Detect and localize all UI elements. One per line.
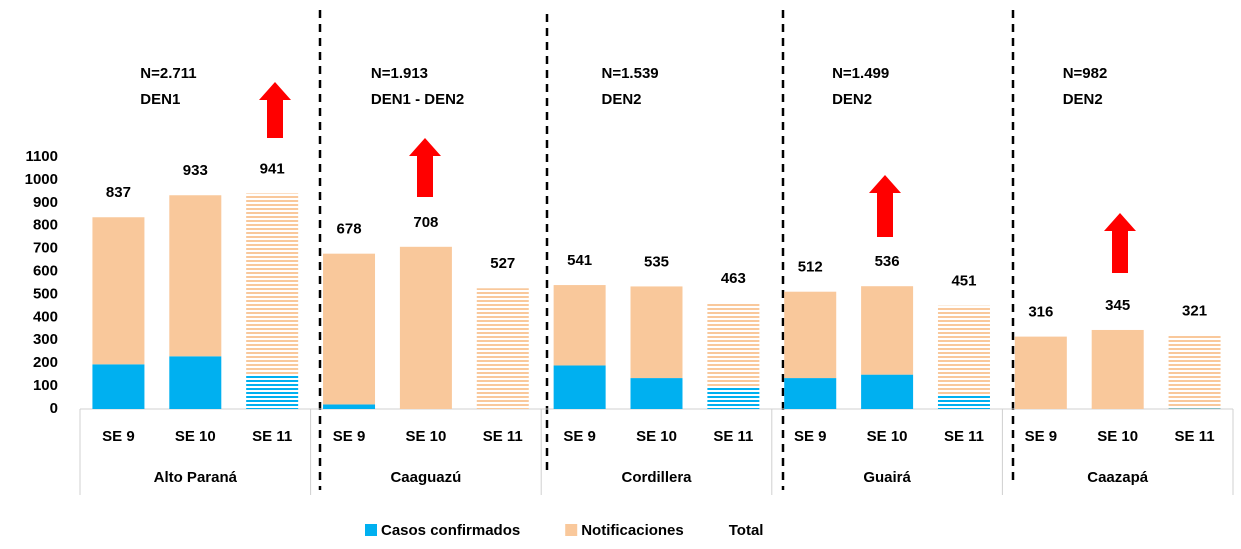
x-tick-label: SE 10	[636, 428, 677, 445]
arrow	[869, 175, 901, 237]
group-label: Cordillera	[621, 469, 692, 486]
group-serotype: DEN2	[602, 91, 642, 108]
y-tick-label: 900	[33, 194, 58, 211]
total-label: 837	[106, 184, 131, 201]
y-tick-label: 800	[33, 217, 58, 234]
x-tick-label: SE 10	[405, 428, 446, 445]
y-tick-label: 200	[33, 354, 58, 371]
legend-label: Casos confirmados	[381, 522, 520, 539]
total-label: 536	[875, 253, 900, 270]
bar-segment	[553, 365, 606, 409]
x-tick-label: SE 11	[944, 428, 984, 445]
arrow	[409, 138, 441, 197]
legend-label: Total	[729, 522, 764, 539]
x-tick-label: SE 9	[333, 428, 366, 445]
bar-segment	[323, 404, 376, 409]
y-tick-label: 700	[33, 240, 58, 257]
bar-segment	[1168, 335, 1221, 409]
total-label: 941	[260, 160, 285, 177]
bar-segment	[169, 195, 222, 357]
bar-segment	[861, 374, 914, 409]
bar-segment	[399, 246, 452, 409]
group-n: N=2.711	[140, 65, 196, 82]
group-n: N=1.913	[371, 65, 428, 82]
total-label: 345	[1105, 297, 1130, 314]
x-tick-label: SE 11	[252, 428, 292, 445]
x-tick-label: SE 9	[102, 428, 135, 445]
y-tick-label: 300	[33, 331, 58, 348]
bar-segment	[630, 286, 683, 379]
total-label: 316	[1028, 304, 1053, 321]
group-serotype: DEN1 - DEN2	[371, 91, 464, 108]
y-tick-label: 500	[33, 285, 58, 302]
x-tick-label: SE 11	[1175, 428, 1215, 445]
y-tick-label: 100	[33, 377, 58, 394]
group-label: Alto Paraná	[154, 469, 238, 486]
group-serotype: DEN2	[832, 91, 872, 108]
legend-label: Notificaciones	[581, 522, 684, 539]
y-tick-label: 1000	[25, 171, 58, 188]
x-tick-label: SE 9	[1025, 428, 1058, 445]
total-label: 535	[644, 253, 669, 270]
total-label: 708	[413, 214, 438, 231]
arrow	[259, 82, 291, 138]
group-label: Guairá	[863, 469, 911, 486]
bar-segment	[861, 286, 914, 375]
total-label: 512	[798, 259, 823, 276]
bar-segment	[92, 364, 145, 409]
bar-segment	[784, 378, 837, 409]
bar-segment	[246, 375, 299, 409]
x-tick-label: SE 10	[1097, 428, 1138, 445]
bar-segment	[630, 378, 683, 409]
x-tick-label: SE 10	[175, 428, 216, 445]
bar-segment	[1014, 336, 1067, 409]
bar-segment	[553, 285, 606, 366]
arrows	[259, 82, 1136, 273]
x-tick-label: SE 11	[483, 428, 523, 445]
group-n: N=1.499	[832, 65, 889, 82]
bar-segment	[937, 305, 990, 396]
group-serotype: DEN2	[1063, 91, 1103, 108]
y-tick-label: 400	[33, 308, 58, 325]
legend-swatch	[365, 524, 377, 536]
total-label: 463	[721, 270, 746, 287]
bar-segment	[92, 217, 145, 365]
group-n: N=982	[1063, 65, 1108, 82]
bar-segment	[784, 291, 837, 379]
total-label: 541	[567, 252, 592, 269]
x-tick-label: SE 10	[867, 428, 908, 445]
bar-segment	[707, 387, 760, 409]
legend-swatch	[565, 524, 578, 536]
group-label: Caaguazú	[390, 469, 461, 486]
group-serotype: DEN1	[140, 91, 180, 108]
y-tick-label: 600	[33, 263, 58, 280]
arrow	[1104, 213, 1136, 273]
y-tick-label: 0	[50, 400, 58, 417]
y-tick-label: 1100	[25, 148, 58, 165]
dividers	[318, 10, 1015, 490]
x-tick-label: SE 11	[713, 428, 753, 445]
bar-segment	[476, 288, 529, 409]
bar-segment	[707, 302, 760, 388]
total-label: 678	[337, 221, 362, 238]
bar-segment	[1091, 329, 1144, 409]
x-tick-label: SE 9	[794, 428, 827, 445]
total-label: 933	[183, 162, 208, 179]
bar-segment	[323, 253, 376, 405]
total-label: 527	[490, 255, 515, 272]
total-label: 321	[1182, 302, 1207, 319]
bar-segment	[937, 395, 990, 409]
x-tick-label: SE 9	[563, 428, 596, 445]
total-label: 451	[951, 273, 976, 290]
group-n: N=1.539	[602, 65, 659, 82]
bar-segment	[246, 193, 299, 376]
bar-segment	[169, 356, 222, 409]
group-label: Caazapá	[1087, 469, 1149, 486]
